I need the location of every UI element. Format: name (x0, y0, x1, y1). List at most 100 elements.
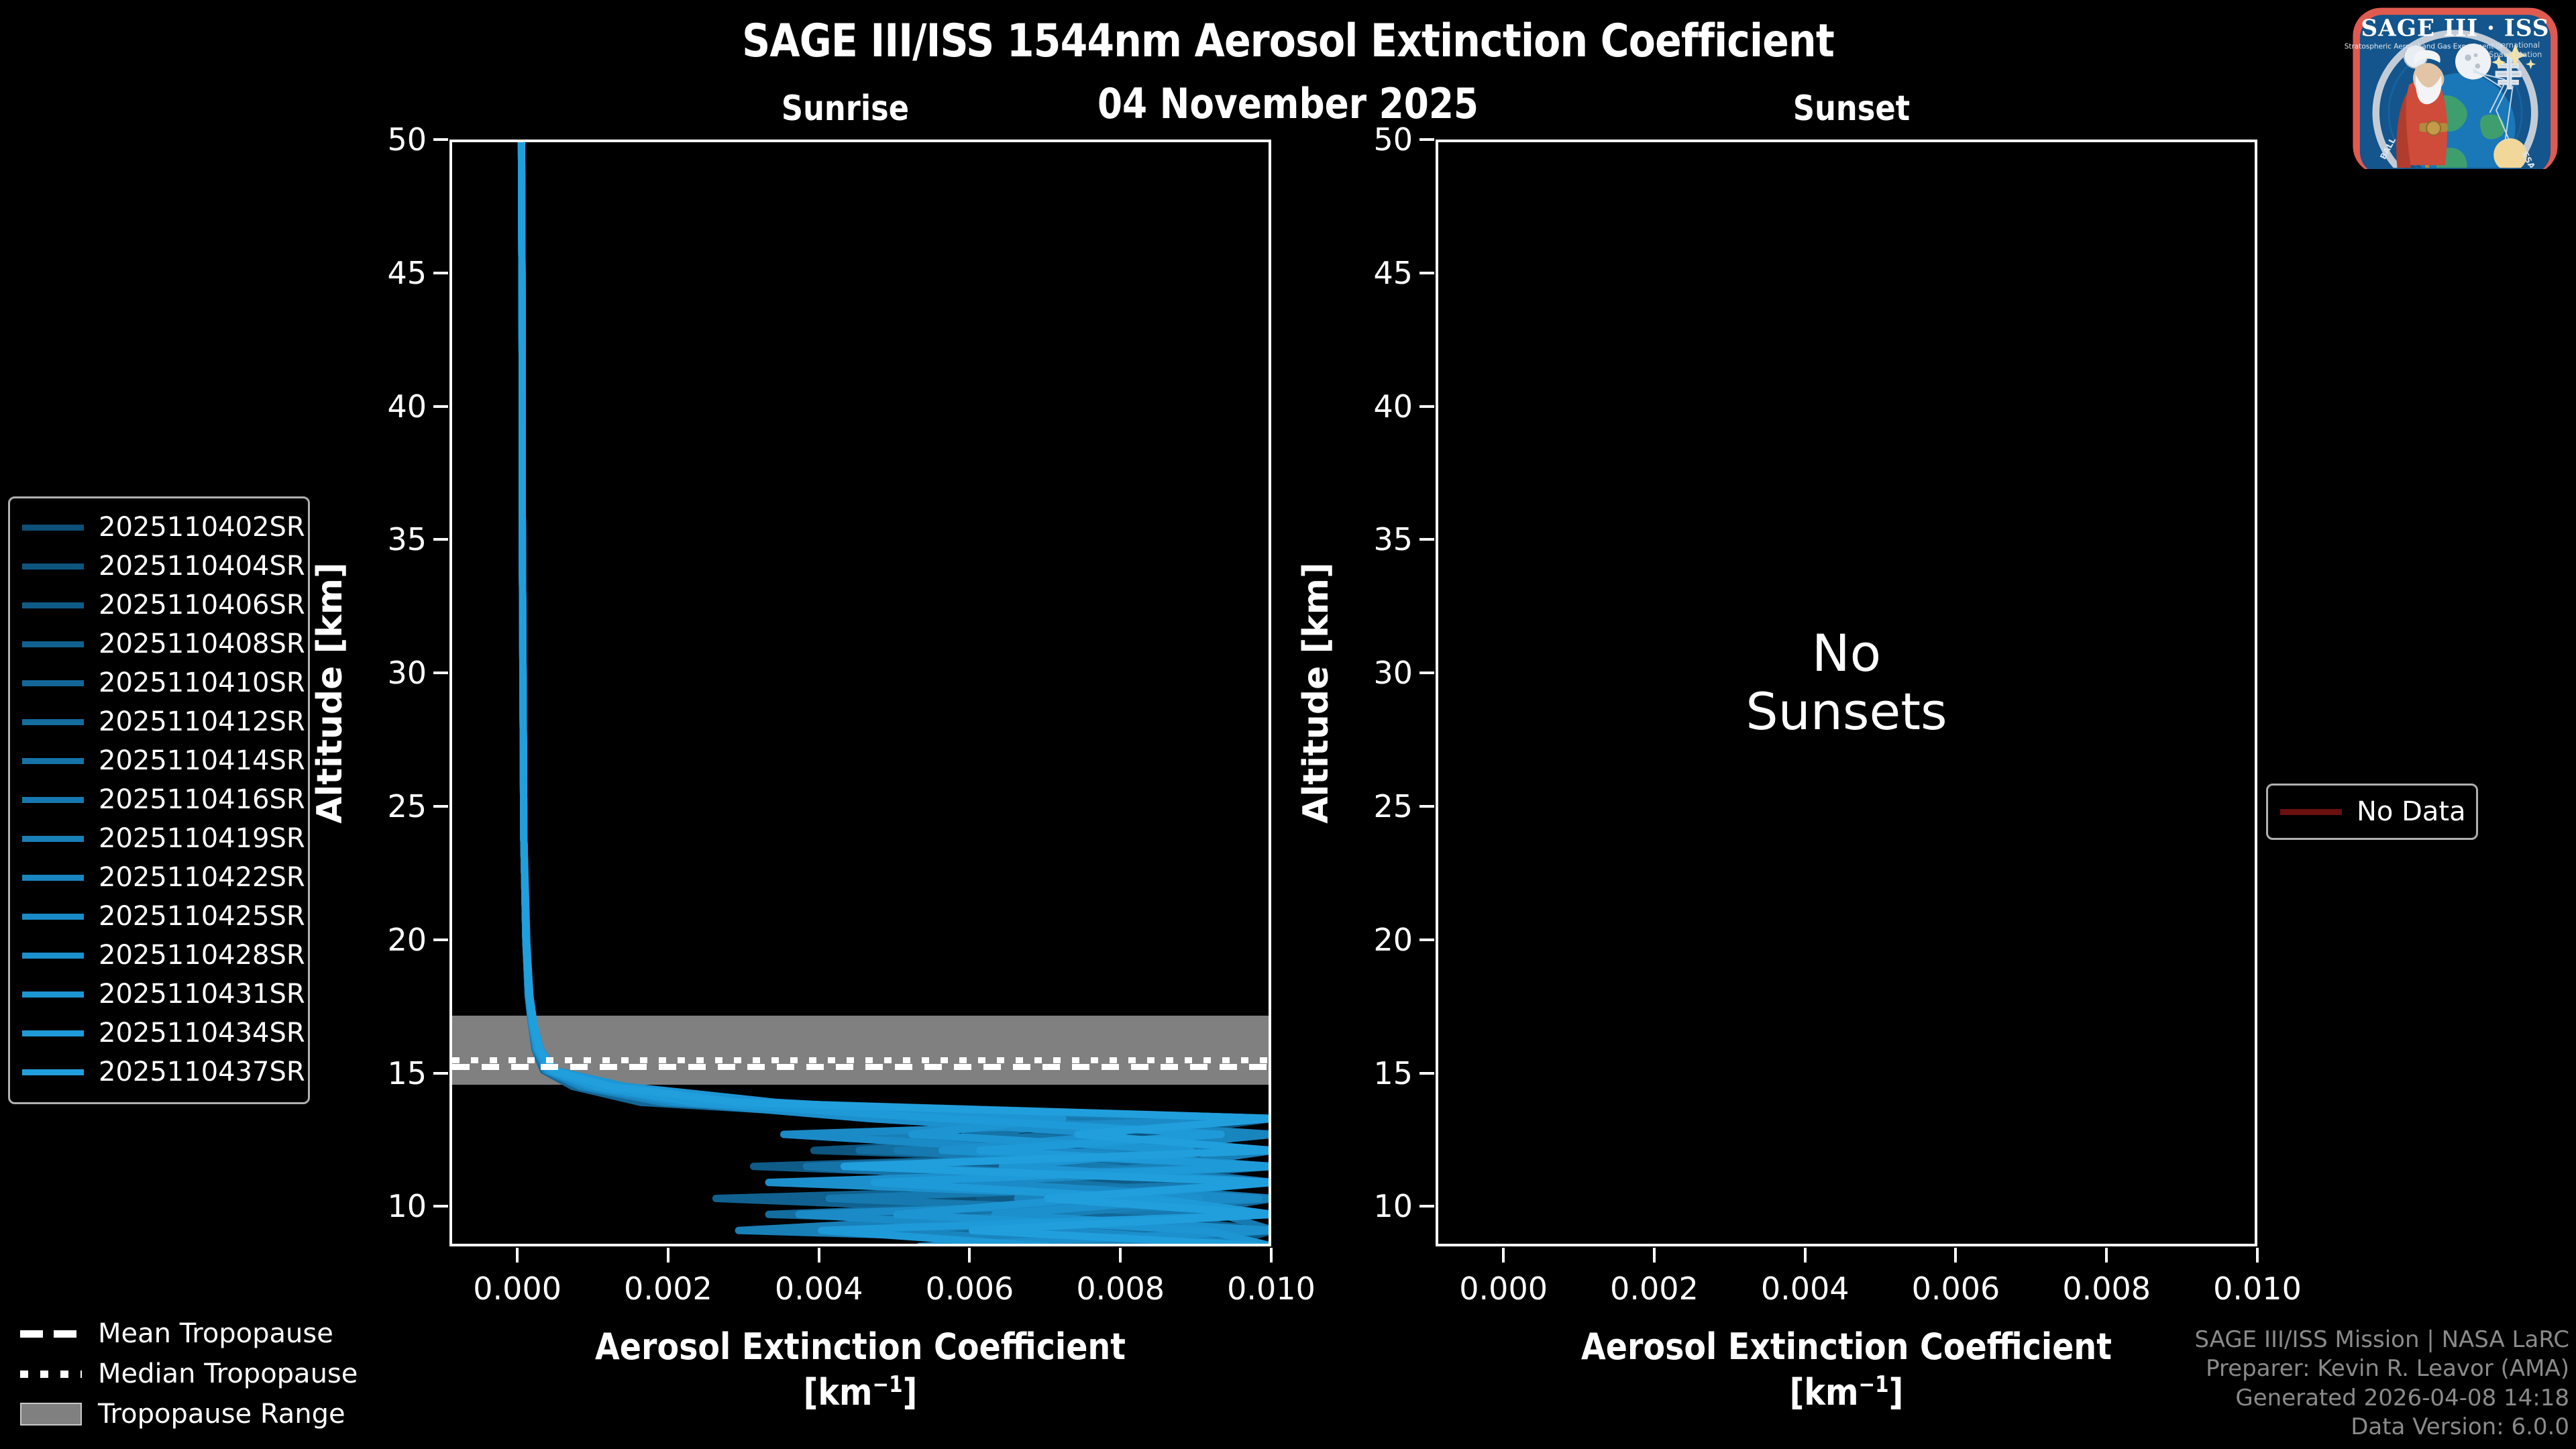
legend-item[interactable]: 2025110410SR (22, 663, 305, 702)
legend-line-swatch (22, 991, 84, 998)
credits-preparer: Preparer: Kevin R. Leavor (AMA) (2206, 1355, 2569, 1383)
sunrise-axis-ticks: 10 15 20 25 30 35 40 45 50 0.000 0.002 0.004 0.006 0.… (387, 121, 1315, 1307)
sunset-x-axis-unit: [km−1] (1789, 1371, 1904, 1413)
x-tick-mark (1803, 1248, 1807, 1263)
y-tick-mark (1419, 938, 1434, 941)
x-tick-label: 0.000 (1459, 1271, 1548, 1307)
svg-text:Stratospheric Aerosol and Gas: Stratospheric Aerosol and Gas Experiment… (2345, 43, 2502, 51)
legend-item[interactable]: 2025110425SR (22, 897, 305, 936)
y-tick-label: 50 (1373, 121, 1413, 158)
x-tick-mark (2256, 1248, 2259, 1263)
tropopause-key-dotted-icon (20, 1370, 82, 1378)
no-data-line-swatch (2280, 808, 2342, 815)
legend-item-label: 2025110402SR (99, 512, 305, 543)
x-tick-mark (1652, 1248, 1656, 1263)
sunset-plot-area (1436, 140, 2257, 1246)
x-tick-mark (1502, 1248, 1505, 1263)
sunrise-y-axis-label: Altitude [km] (310, 562, 350, 824)
y-tick-mark (433, 271, 448, 274)
legend-item[interactable]: 2025110437SR (22, 1053, 305, 1091)
page-title: SAGE III/ISS 1544nm Aerosol Extinction C… (742, 15, 1835, 68)
y-tick-label: 10 (1373, 1188, 1413, 1225)
y-tick-label: 50 (387, 121, 427, 158)
legend-item-label: 2025110410SR (99, 667, 305, 698)
credits-block: SAGE III/ISS Mission | NASA LaRC Prepare… (2194, 1326, 2569, 1442)
legend-item-label: 2025110416SR (99, 784, 305, 815)
legend-line-swatch (22, 718, 84, 725)
y-tick-mark (1419, 405, 1434, 408)
y-tick-label: 45 (387, 254, 427, 291)
legend-item[interactable]: 2025110422SR (22, 858, 305, 897)
legend-item-label: 2025110437SR (99, 1057, 305, 1087)
mean-tropopause-line (452, 1063, 1269, 1070)
legend-item-label: 2025110425SR (99, 901, 305, 932)
svg-text:International: International (2491, 40, 2540, 50)
x-tick-mark (2105, 1248, 2108, 1263)
legend-item-label: 2025110428SR (99, 940, 305, 971)
legend-item-label: 2025110419SR (99, 823, 305, 854)
sunset-axis-ticks: 10 15 20 25 30 35 40 45 50 0.000 0.002 0.004 0.006 0.… (1373, 121, 2301, 1307)
legend-line-swatch (22, 835, 84, 842)
x-tick-mark (817, 1248, 820, 1263)
legend-item[interactable]: 2025110414SR (22, 741, 305, 780)
svg-text:SAGE III · ISS: SAGE III · ISS (2361, 15, 2549, 42)
legend-item[interactable]: 2025110402SR (22, 508, 305, 547)
no-sunsets-line2: Sunsets (1746, 682, 1947, 742)
x-tick-label: 0.002 (1610, 1271, 1699, 1307)
legend-item-label: 2025110404SR (99, 551, 305, 582)
event-legend[interactable]: 2025110402SR 2025110404SR 2025110406SR 2025… (8, 496, 310, 1104)
legend-item[interactable]: 2025110416SR (22, 780, 305, 819)
y-tick-label: 25 (1373, 788, 1413, 824)
legend-line-swatch (22, 796, 84, 803)
y-tick-mark (433, 672, 448, 675)
x-tick-mark (1119, 1248, 1122, 1263)
credits-data-version: Data Version: 6.0.0 (2351, 1413, 2569, 1441)
x-tick-mark (1270, 1248, 1273, 1263)
legend-item-label: 2025110431SR (99, 979, 305, 1010)
legend-line-swatch (22, 680, 84, 686)
legend-item[interactable]: 2025110431SR (22, 975, 305, 1014)
x-tick-mark (1954, 1248, 1957, 1263)
y-tick-mark (1419, 538, 1434, 541)
y-tick-label: 20 (387, 921, 427, 958)
legend-item[interactable]: 2025110406SR (22, 586, 305, 625)
y-tick-mark (1419, 804, 1434, 808)
legend-item-label: 2025110434SR (99, 1018, 305, 1049)
legend-item-label: 2025110422SR (99, 862, 305, 893)
legend-item[interactable]: 2025110404SR (22, 547, 305, 586)
y-tick-mark (433, 1205, 448, 1208)
sunset-x-axis-label: Aerosol Extinction Coefficient (1581, 1326, 2112, 1368)
x-tick-label: 0.006 (1911, 1271, 2000, 1307)
legend-item-label: 2025110406SR (99, 590, 305, 621)
y-tick-label: 25 (387, 788, 427, 824)
y-tick-label: 15 (387, 1055, 427, 1091)
y-tick-label: 30 (1373, 655, 1413, 692)
tropopause-key: Mean Tropopause Median Tropopause Tropopau… (20, 1313, 369, 1434)
sunrise-plot-area (449, 140, 1271, 1246)
y-tick-label: 45 (1373, 254, 1413, 291)
legend-item[interactable]: 2025110434SR (22, 1014, 305, 1053)
tropopause-range-band (452, 1016, 1269, 1085)
tropopause-key-patch-icon (20, 1403, 82, 1426)
y-tick-mark (433, 538, 448, 541)
legend-item[interactable]: 2025110412SR (22, 702, 305, 741)
legend-item[interactable]: 2025110408SR (22, 625, 305, 663)
legend-item[interactable]: 2025110419SR (22, 819, 305, 858)
legend-line-swatch (22, 1069, 84, 1075)
legend-line-swatch (22, 641, 84, 647)
x-tick-label: 0.008 (1076, 1271, 1165, 1307)
y-tick-mark (1419, 271, 1434, 274)
legend-item[interactable]: 2025110428SR (22, 936, 305, 975)
y-tick-label: 35 (1373, 521, 1413, 558)
y-tick-mark (1419, 672, 1434, 675)
legend-line-swatch (22, 874, 84, 881)
no-sunsets-line1: No (1811, 623, 1882, 683)
x-tick-mark (968, 1248, 971, 1263)
x-tick-label: 0.002 (624, 1271, 712, 1307)
sunset-panel-title: Sunset (1792, 89, 1911, 129)
no-data-legend[interactable]: No Data (2266, 784, 2478, 840)
sunrise-profile-lines (517, 142, 1269, 1244)
legend-line-swatch (22, 524, 84, 531)
tropopause-key-dashed-icon (20, 1330, 82, 1338)
no-data-legend-label: No Data (2357, 796, 2466, 827)
